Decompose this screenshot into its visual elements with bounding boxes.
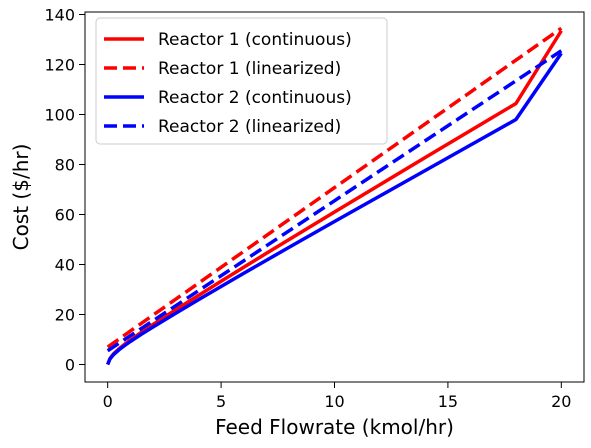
y-tick-label: 100 [44, 106, 75, 125]
x-tick-label: 15 [438, 392, 458, 411]
y-tick-label: 0 [65, 356, 75, 375]
y-tick-label: 40 [55, 256, 75, 275]
x-tick-label: 5 [216, 392, 226, 411]
y-axis-label: Cost ($/hr) [9, 144, 33, 251]
y-tick-label: 20 [55, 306, 75, 325]
x-tick-label: 20 [551, 392, 571, 411]
x-axis: 0 5 10 15 20 [103, 382, 571, 411]
y-axis: 0 20 40 60 80 100 120 140 [44, 6, 85, 375]
legend-box [95, 17, 388, 145]
legend-label: Reactor 2 (linearized) [158, 117, 341, 137]
y-tick-label: 80 [55, 156, 75, 175]
y-tick-label: 120 [44, 56, 75, 75]
series-line-2 [106, 26, 563, 349]
legend-label: Reactor 2 (continuous) [158, 88, 352, 108]
y-tick-label: 140 [44, 6, 75, 25]
legend-label: Reactor 1 (continuous) [158, 30, 352, 50]
y-tick-label: 60 [55, 206, 75, 225]
legend-label: Reactor 1 (linearized) [158, 59, 341, 79]
x-axis-label: Feed Flowrate (kmol/hr) [215, 415, 454, 439]
series-line-4 [106, 49, 563, 353]
legend: Reactor 1 (continuous) Reactor 1 (lineari… [95, 17, 388, 145]
x-tick-label: 0 [103, 392, 113, 411]
series-line-3 [106, 52, 563, 366]
x-tick-label: 10 [324, 392, 344, 411]
series-layer [106, 26, 563, 366]
